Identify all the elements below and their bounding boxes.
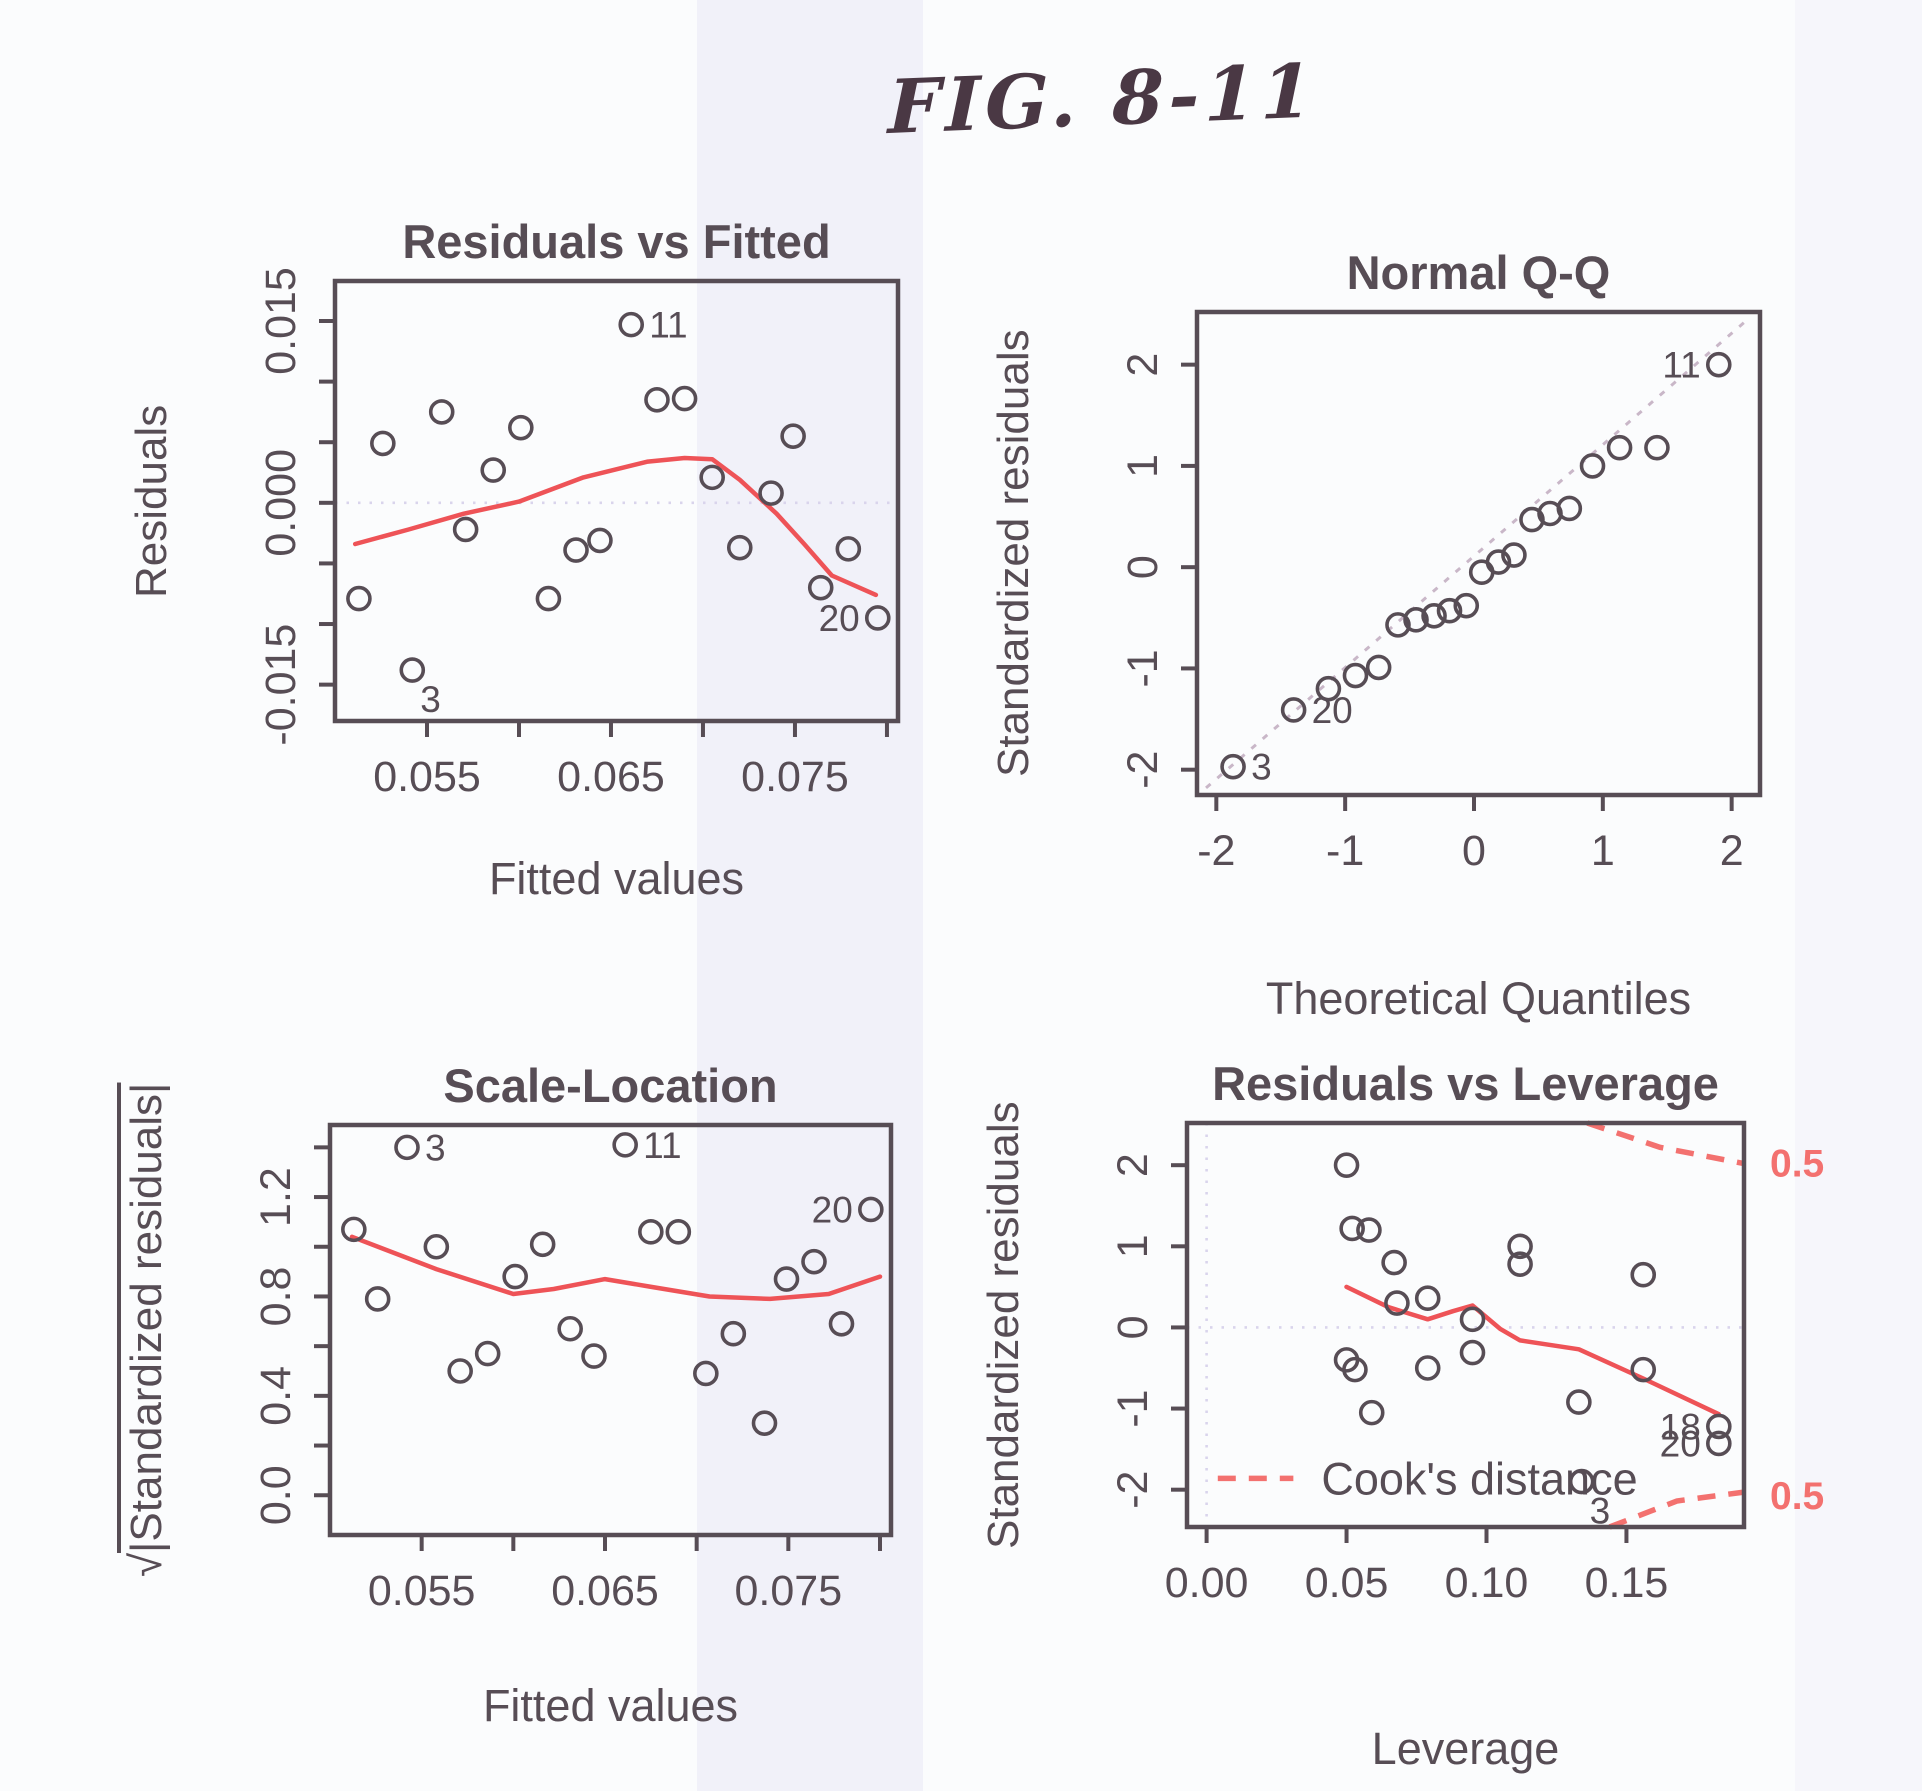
svg-text:11: 11 <box>1662 345 1700 386</box>
svg-text:Cook's distance: Cook's distance <box>1321 1453 1637 1504</box>
panel-residuals-vs-fitted: Residuals vs Fitted Residuals 11 20 3 0.055… <box>127 215 901 904</box>
svg-text:1: 1 <box>1109 1234 1157 1258</box>
svg-text:0.10: 0.10 <box>1445 1559 1529 1607</box>
svg-text:0.8: 0.8 <box>252 1267 300 1327</box>
svg-text:0.5: 0.5 <box>1770 1475 1824 1518</box>
svg-text:-1: -1 <box>1109 1389 1157 1427</box>
svg-text:0: 0 <box>1109 1315 1157 1339</box>
plot-title: Residuals vs Fitted <box>402 215 831 268</box>
svg-text:0.065: 0.065 <box>551 1567 659 1615</box>
plot-canvas-residuals-vs-fitted: 11 20 3 0.055 0.065 0.075 0.015 0.000 -0.015 <box>257 267 901 801</box>
svg-text:11: 11 <box>643 1125 681 1166</box>
svg-text:0.065: 0.065 <box>557 753 665 801</box>
svg-text:0.5: 0.5 <box>1770 1143 1824 1186</box>
panel-residuals-vs-leverage: Residuals vs Leverage Standardized resid… <box>979 1057 1824 1774</box>
plot-canvas-scale-location: 3 11 20 0.055 0.065 0.075 1.2 0.8 0.4 0.0 <box>252 1122 894 1615</box>
plot-title: Normal Q-Q <box>1346 246 1611 299</box>
svg-text:3: 3 <box>1590 1491 1611 1532</box>
svg-text:2: 2 <box>1720 827 1744 875</box>
svg-text:3: 3 <box>1251 747 1272 788</box>
x-axis-label: Fitted values <box>482 1680 739 1731</box>
svg-text:-2: -2 <box>1197 827 1235 875</box>
svg-text:0: 0 <box>1119 555 1167 579</box>
svg-text:0.075: 0.075 <box>735 1567 843 1615</box>
plot-canvas-normal-qq: 3 20 11 -2 -1 0 1 2 2 1 0 -1 -2 <box>1119 309 1763 875</box>
x-axis-label: Leverage <box>1371 1723 1560 1774</box>
svg-text:1: 1 <box>1119 454 1167 478</box>
svg-text:18: 18 <box>1660 1406 1701 1447</box>
svg-text:0.05: 0.05 <box>1305 1559 1389 1607</box>
svg-text:0.075: 0.075 <box>741 753 849 801</box>
svg-text:0.000: 0.000 <box>257 449 305 557</box>
svg-text:-0.015: -0.015 <box>257 624 305 746</box>
x-axis-label: Fitted values <box>488 853 745 904</box>
svg-text:0.055: 0.055 <box>373 753 481 801</box>
panel-normal-qq: Normal Q-Q Standardized residuals 3 20 11-… <box>989 246 1763 1024</box>
svg-text:2: 2 <box>1119 353 1167 377</box>
svg-text:0: 0 <box>1462 827 1486 875</box>
svg-text:2: 2 <box>1109 1153 1157 1177</box>
svg-text:0.00: 0.00 <box>1165 1559 1249 1607</box>
svg-text:0.055: 0.055 <box>368 1567 476 1615</box>
svg-text:-2: -2 <box>1119 751 1167 789</box>
panel-scale-location: Scale-Location √ |Standardized residuals|… <box>122 1059 894 1731</box>
svg-text:-1: -1 <box>1119 649 1167 687</box>
svg-text:20: 20 <box>1312 690 1353 731</box>
plot-title: Residuals vs Leverage <box>1212 1057 1719 1110</box>
x-axis-label: Theoretical Quantiles <box>1265 973 1692 1024</box>
svg-text:0.0: 0.0 <box>252 1465 300 1525</box>
svg-text:1.2: 1.2 <box>252 1167 300 1227</box>
svg-text:-1: -1 <box>1326 827 1364 875</box>
svg-text:0.015: 0.015 <box>257 267 305 375</box>
plot-title: Scale-Location <box>443 1059 778 1112</box>
svg-text:20: 20 <box>812 1189 853 1230</box>
svg-text:11: 11 <box>649 305 687 346</box>
svg-text:20: 20 <box>1660 1423 1701 1464</box>
svg-text:1: 1 <box>1591 827 1615 875</box>
svg-text:0.4: 0.4 <box>252 1366 300 1426</box>
svg-text:20: 20 <box>819 598 860 639</box>
svg-text:0.15: 0.15 <box>1585 1559 1669 1607</box>
svg-text:-2: -2 <box>1109 1471 1157 1509</box>
figure-caption-handwritten: FIG. 8-11 <box>887 48 1318 151</box>
svg-text:3: 3 <box>420 679 441 720</box>
svg-text:3: 3 <box>425 1127 446 1168</box>
